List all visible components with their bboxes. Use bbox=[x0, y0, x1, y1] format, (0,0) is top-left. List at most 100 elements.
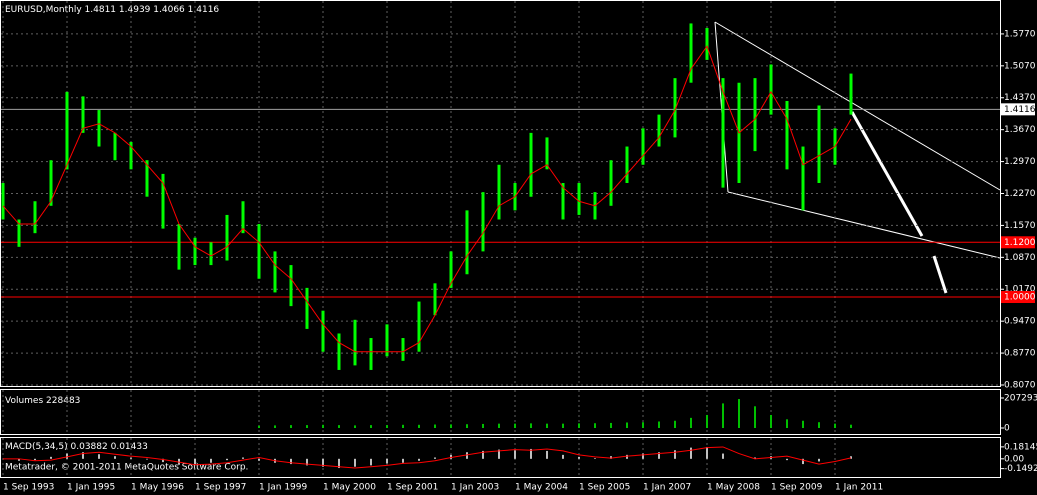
y-tick-label: 1.1570 bbox=[1004, 221, 1036, 231]
y-tick-label: 1.0170 bbox=[1004, 285, 1036, 295]
volume-bar bbox=[626, 422, 628, 428]
x-tick-label: 1 May 2008 bbox=[707, 483, 760, 493]
macd-bar bbox=[450, 454, 452, 459]
volume-bar bbox=[642, 422, 644, 428]
x-tick-label: 1 Jan 2011 bbox=[835, 483, 883, 493]
volume-bar bbox=[738, 399, 740, 428]
macd-bar bbox=[66, 453, 68, 459]
volume-bar bbox=[706, 414, 708, 428]
volume-frame bbox=[0, 389, 1001, 435]
macd-bar bbox=[242, 457, 244, 459]
volume-bar bbox=[274, 425, 276, 428]
macd-bar bbox=[50, 456, 52, 459]
header-value: 0.01433 bbox=[111, 442, 148, 452]
volume-bar bbox=[818, 422, 820, 428]
macd-bar bbox=[194, 458, 196, 465]
header-value: 1.4939 bbox=[119, 5, 151, 15]
macd-bar bbox=[466, 452, 468, 459]
macd-bar bbox=[562, 454, 564, 459]
macd-bar bbox=[594, 458, 596, 459]
macd-bar bbox=[258, 458, 260, 461]
y-tick-label: 1.5070 bbox=[1004, 61, 1036, 71]
footer: Metatrader, © 2001-2011 MetaQuotes Softw… bbox=[5, 463, 248, 473]
macd-header: MACD(5,34,5) 0.03882 0.01433 bbox=[5, 442, 148, 452]
projection-line bbox=[850, 111, 924, 237]
macd-bar bbox=[514, 450, 516, 459]
y-tick-label: 1.4370 bbox=[1004, 93, 1036, 103]
y-tick-label: 1.2970 bbox=[1004, 157, 1036, 167]
volume-bar bbox=[770, 414, 772, 428]
macd-bar bbox=[370, 458, 372, 466]
macd-bar bbox=[162, 458, 164, 463]
y-tick-label: -0.14927 bbox=[1004, 464, 1037, 474]
volume-bar bbox=[786, 419, 788, 428]
macd-bar bbox=[226, 458, 228, 461]
macd-bar bbox=[610, 456, 612, 459]
x-tick-label: 1 Sep 2001 bbox=[387, 483, 438, 493]
volume-bar bbox=[434, 424, 436, 428]
volume-bar bbox=[258, 425, 260, 428]
trend-line bbox=[727, 191, 1001, 259]
level-label: 1.0000 bbox=[1004, 292, 1036, 302]
volume-bar bbox=[338, 425, 340, 428]
volume-bar bbox=[514, 423, 516, 428]
volume-bar bbox=[754, 406, 756, 428]
x-tick-label: 1 Jan 1999 bbox=[259, 483, 307, 493]
x-tick-label: 1 May 2004 bbox=[515, 483, 568, 493]
y-tick-label: 1.0870 bbox=[1004, 253, 1036, 263]
macd-bar bbox=[210, 458, 212, 463]
header-value: 1.4066 bbox=[153, 5, 185, 15]
macd-bar bbox=[802, 458, 804, 465]
macd-bar bbox=[658, 452, 660, 459]
volume-bar bbox=[658, 421, 660, 428]
x-tick-label: 1 Sep 1993 bbox=[3, 483, 54, 493]
y-tick-label: 0.8070 bbox=[1004, 380, 1036, 390]
macd-bar bbox=[98, 454, 100, 459]
macd-bar bbox=[482, 450, 484, 459]
volume-title: Volumes bbox=[5, 396, 43, 406]
macd-bar bbox=[578, 456, 580, 459]
volume-bar bbox=[578, 423, 580, 428]
x-tick-label: 1 May 1996 bbox=[131, 483, 184, 493]
y-tick-label: 0.9470 bbox=[1004, 317, 1036, 327]
macd-bar bbox=[754, 457, 756, 459]
current-price-tag bbox=[1001, 103, 1035, 116]
volume-bar bbox=[690, 417, 692, 428]
macd-bar bbox=[18, 458, 20, 461]
level-tag bbox=[1001, 290, 1035, 303]
y-tick-label: 0.8770 bbox=[1004, 349, 1036, 359]
macd-bar bbox=[290, 458, 292, 465]
macd-signal bbox=[3, 446, 852, 469]
moving-average bbox=[2, 45, 852, 353]
level-label: 1.1200 bbox=[1004, 238, 1036, 248]
volume-bar bbox=[306, 425, 308, 428]
header: EURUSD,Monthly 1.4811 1.4939 1.4066 1.41… bbox=[5, 5, 219, 15]
macd-frame bbox=[0, 437, 1001, 478]
x-tick-label: 1 Jan 2003 bbox=[451, 483, 499, 493]
macd-bar bbox=[418, 458, 420, 461]
macd-bar bbox=[386, 458, 388, 464]
macd-bar bbox=[306, 458, 308, 466]
macd-bar bbox=[690, 447, 692, 459]
volume-bar bbox=[610, 422, 612, 428]
macd-bar bbox=[642, 453, 644, 459]
x-tick-label: 1 May 2000 bbox=[323, 483, 376, 493]
macd-bar bbox=[850, 456, 852, 459]
current-price-label: 1.4116 bbox=[1004, 105, 1036, 115]
macd-bar bbox=[402, 458, 404, 463]
macd-bar bbox=[818, 458, 820, 462]
volume-last: 228483 bbox=[46, 396, 80, 406]
macd-bar bbox=[674, 450, 676, 459]
y-tick-label: 1.3670 bbox=[1004, 125, 1036, 135]
macd-bar bbox=[34, 458, 36, 461]
x-tick-label: 1 Sep 1997 bbox=[195, 483, 246, 493]
x-tick-label: 1 Jan 2007 bbox=[643, 483, 691, 493]
volume-bar bbox=[402, 424, 404, 428]
volume-header: Volumes 228483 bbox=[5, 396, 80, 406]
x-tick-label: 1 Sep 2005 bbox=[579, 483, 630, 493]
macd-bar bbox=[82, 452, 84, 459]
header-value: 1.4116 bbox=[188, 5, 220, 15]
macd-bar bbox=[338, 458, 340, 469]
